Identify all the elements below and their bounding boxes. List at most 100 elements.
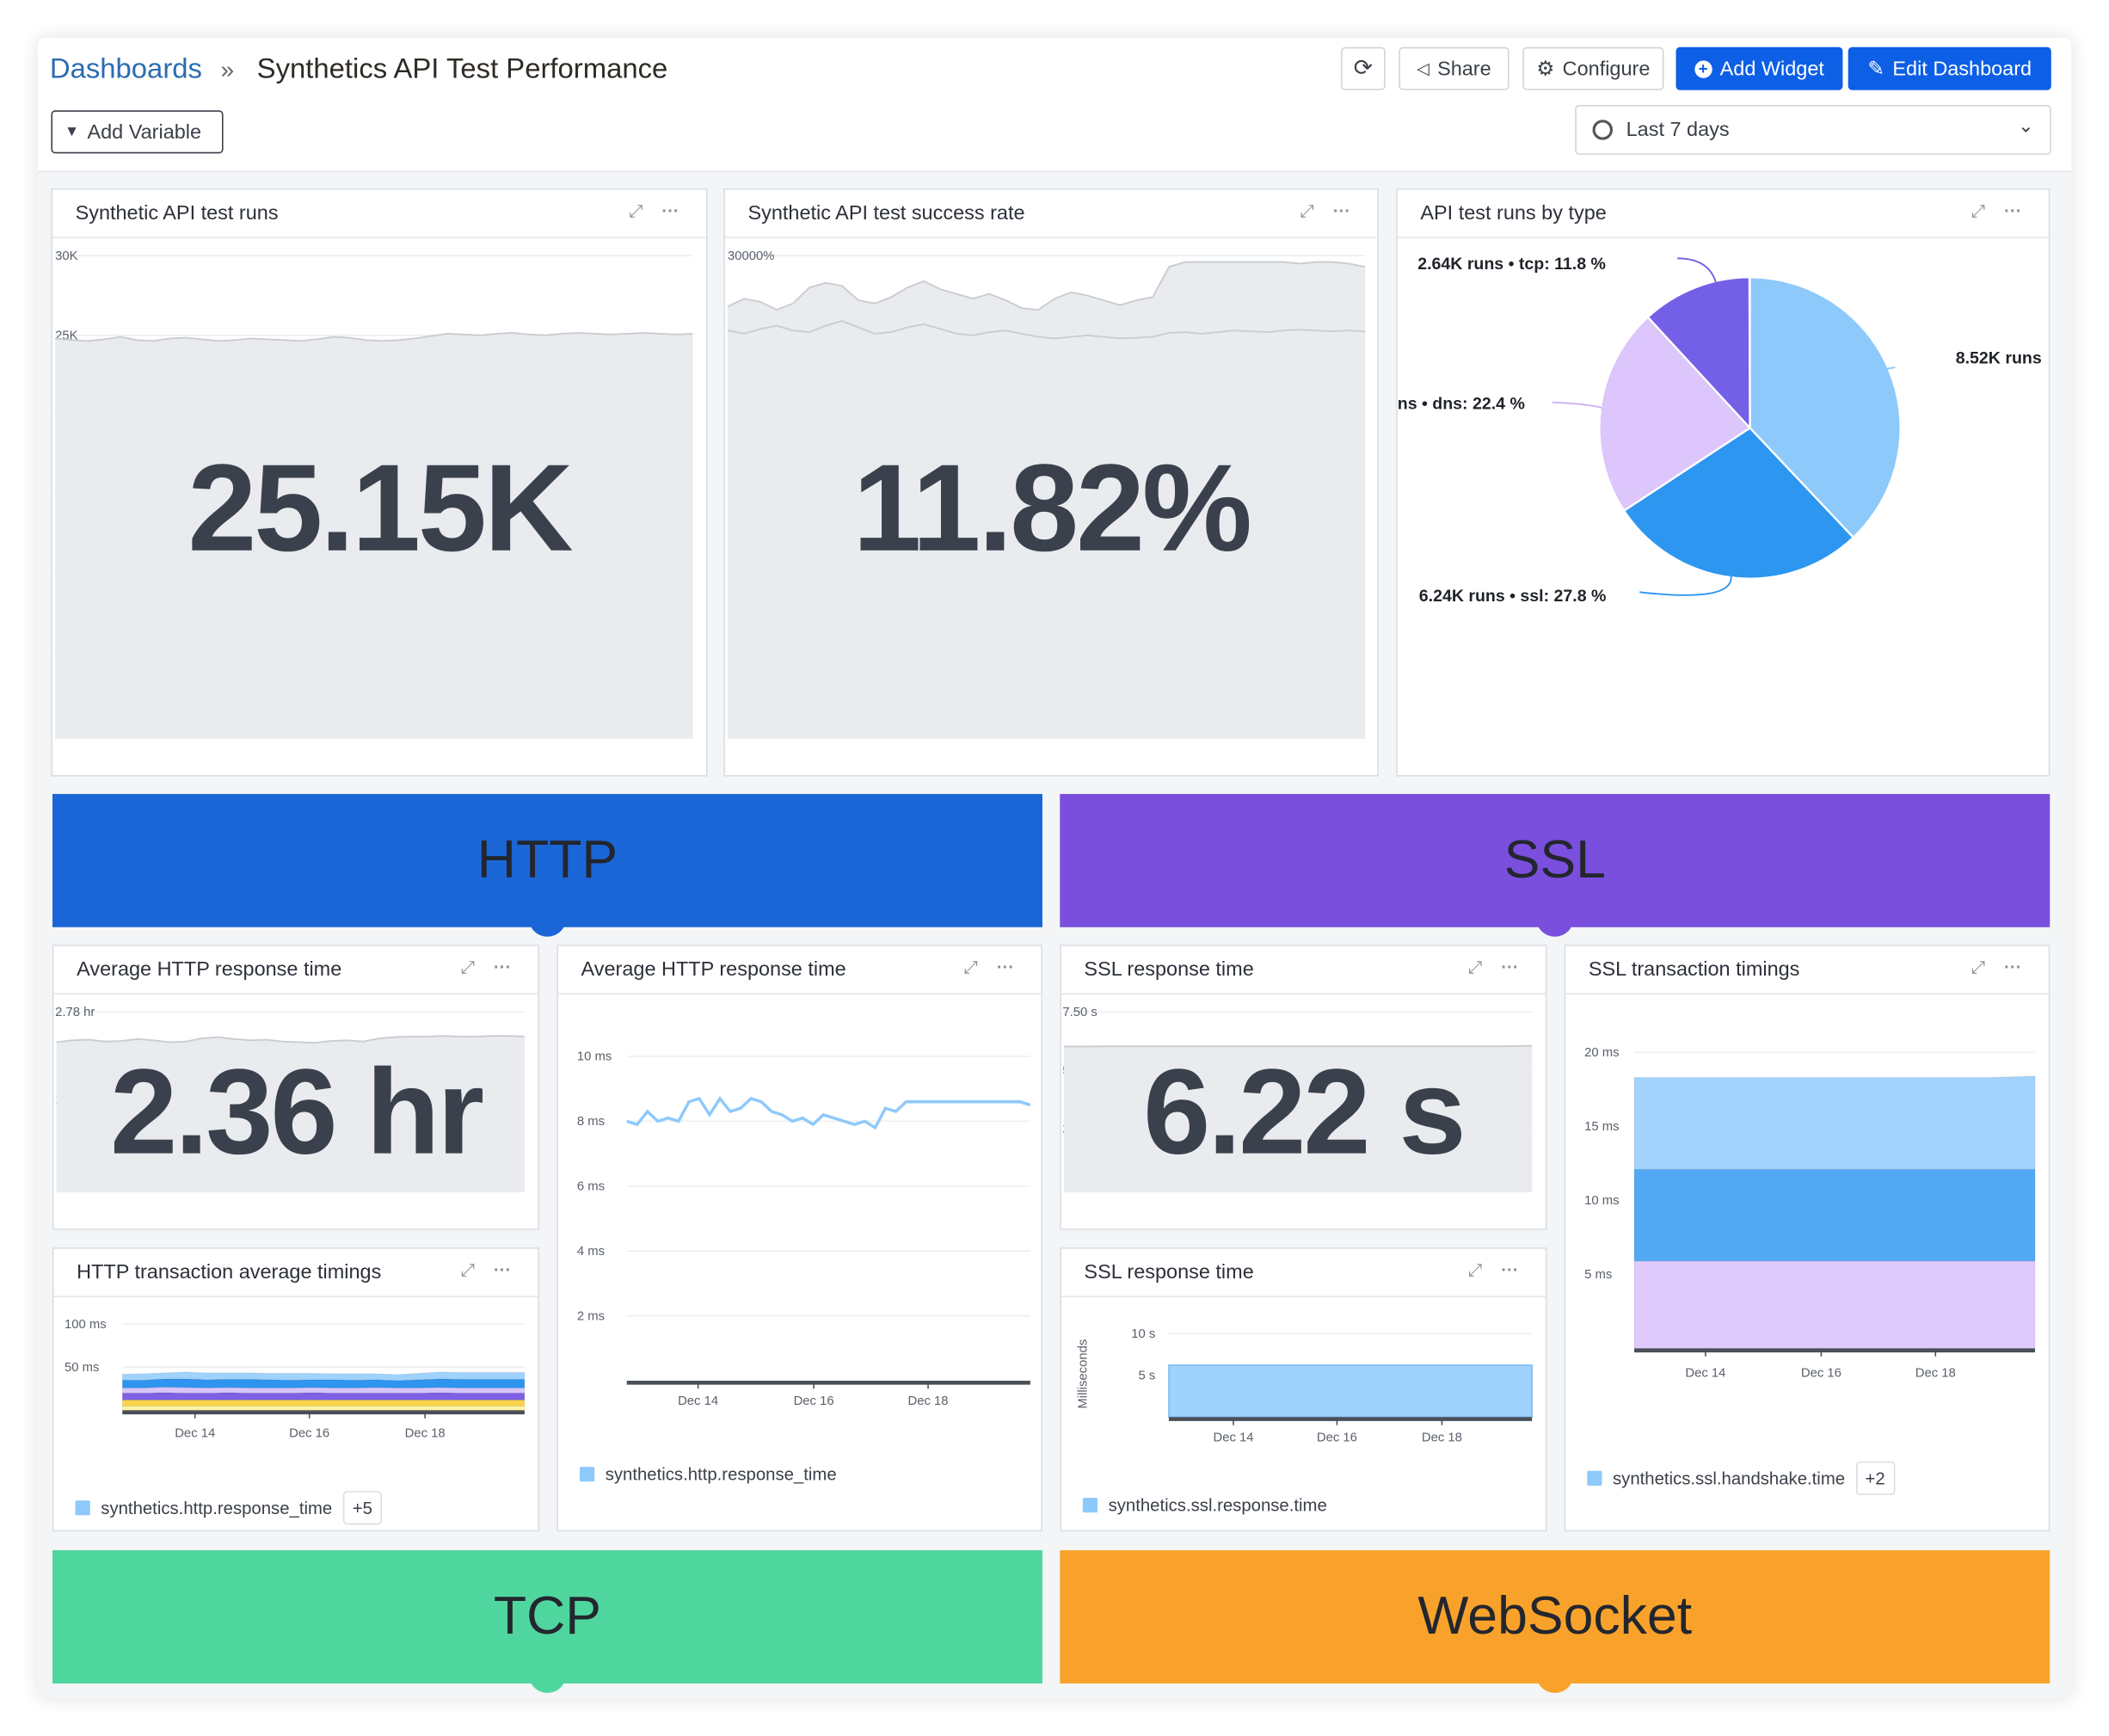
- ellipsis-icon[interactable]: ···: [996, 957, 1015, 977]
- add-variable-button[interactable]: ▼ Add Variable: [51, 110, 224, 154]
- background-line: [56, 1035, 525, 1044]
- widget-body: 10 s 5 s Dec 14 Dec 16 Dec 18 Milliseconds syn…: [1061, 1296, 1546, 1530]
- widget-title: Synthetic API test success rate: [747, 201, 1025, 225]
- widget-actions: ⤢ ···: [1971, 200, 2021, 222]
- legend-swatch: [1082, 1498, 1098, 1513]
- banner-label: SSL: [1503, 830, 1606, 890]
- banner-label: WebSocket: [1417, 1586, 1693, 1647]
- x-tick-label: Dec 14: [678, 1394, 718, 1408]
- widget-actions: ⤢ ···: [461, 957, 511, 978]
- widget-actions: ⤢ ···: [629, 200, 679, 222]
- expand-icon[interactable]: ⤢: [963, 957, 978, 977]
- pie-label-tcp: 2.64K runs • tcp: 11.8 %: [1417, 255, 1606, 274]
- expand-icon[interactable]: ⤢: [1468, 1259, 1483, 1280]
- time-range-value: Last 7 days: [1626, 118, 1730, 142]
- pie-slice-ssl[interactable]: [1622, 426, 1855, 580]
- widget-ssl-bar: SSL response time ⤢ ··· 10 s 5 s Dec 14 Dec …: [1060, 1247, 1547, 1532]
- widget-body: 10 ms 8 ms 6 ms 4 ms 2 ms Dec 14 Dec 16 Dec 18 s…: [558, 993, 1041, 1530]
- widget-success: Synthetic API test success rate ⤢ ··· 300…: [723, 188, 1379, 777]
- chart: 100 ms 50 ms Dec 14 Dec 16 Dec 18: [65, 1318, 526, 1441]
- legend-label[interactable]: synthetics.ssl.handshake.time: [1612, 1468, 1846, 1489]
- ellipsis-icon[interactable]: ···: [1501, 957, 1519, 977]
- x-tick-label: Dec 18: [908, 1394, 949, 1408]
- background-area: [728, 262, 1366, 739]
- banner-label: TCP: [493, 1586, 602, 1647]
- widget-title: Average HTTP response time: [581, 957, 846, 982]
- ellipsis-icon[interactable]: ···: [493, 1259, 512, 1280]
- query-value: 25.15K: [188, 440, 573, 578]
- legend-label[interactable]: synthetics.ssl.response.time: [1108, 1494, 1327, 1516]
- banner-label: HTTP: [477, 830, 618, 890]
- banner-notch: [1535, 1673, 1574, 1693]
- stacked-area: [121, 1405, 526, 1411]
- widget-header: SSL transaction timings ⤢ ···: [1565, 946, 2049, 995]
- pie-slice-dns[interactable]: [1598, 315, 1752, 513]
- y-tick-label: 5 ms: [1584, 1268, 1612, 1282]
- background-area: [55, 332, 693, 739]
- breadcrumb-dashboards[interactable]: Dashboards: [49, 53, 202, 85]
- configure-button[interactable]: ⚙ Configure: [1522, 46, 1664, 90]
- chart: 8.52K runs 6.24K runs • ssl: 27.8 % ns • d…: [1398, 255, 2042, 606]
- widget-actions: ⤢ ···: [964, 957, 1014, 978]
- refresh-button[interactable]: ⟳: [1341, 46, 1386, 90]
- legend: synthetics.ssl.handshake.time +2: [1587, 1461, 1895, 1495]
- add-variable-label: Add Variable: [87, 120, 202, 144]
- background-line: [1063, 1044, 1533, 1048]
- expand-icon[interactable]: ⤢: [1971, 957, 1986, 977]
- ellipsis-icon[interactable]: ···: [1501, 1259, 1519, 1280]
- widget-http-avg-value: Average HTTP response time ⤢ ··· 2.78 hr1…: [52, 945, 540, 1230]
- add-widget-button[interactable]: + Add Widget: [1676, 46, 1843, 90]
- legend-more-button[interactable]: +2: [1855, 1461, 1895, 1495]
- x-tick-label: Dec 18: [1915, 1366, 1956, 1380]
- legend-label[interactable]: synthetics.http.response_time: [101, 1498, 333, 1518]
- chart: 10 ms 8 ms 6 ms 4 ms 2 ms Dec 14 Dec 16 Dec 18: [577, 1050, 1031, 1408]
- ellipsis-icon[interactable]: ···: [1332, 200, 1351, 221]
- legend-swatch: [579, 1467, 595, 1482]
- y-tick-label: 10 ms: [1584, 1194, 1619, 1208]
- legend: synthetics.http.response_time: [579, 1463, 837, 1485]
- legend-swatch: [75, 1500, 90, 1516]
- tcp-section-banner: TCP: [52, 1550, 1042, 1693]
- x-tick-label: Dec 18: [405, 1427, 446, 1441]
- expand-icon[interactable]: ⤢: [629, 200, 643, 221]
- chart: 10 s 5 s Dec 14 Dec 16 Dec 18 Milliseconds: [1077, 1327, 1533, 1444]
- filter-icon: ▼: [65, 123, 80, 140]
- pie-slice-tcp[interactable]: [1646, 276, 1751, 431]
- websocket-section-banner: WebSocket: [1060, 1550, 2051, 1693]
- expand-icon[interactable]: ⤢: [1300, 200, 1314, 221]
- chart: 30K25K20K15K10K5K: [55, 249, 693, 739]
- expand-icon[interactable]: ⤢: [1468, 957, 1483, 977]
- x-tick-label: Dec 14: [175, 1427, 215, 1441]
- breadcrumb-separator: »: [220, 56, 235, 83]
- expand-icon[interactable]: ⤢: [460, 1259, 476, 1280]
- expand-icon[interactable]: ⤢: [1971, 200, 1986, 221]
- query-value: 6.22 s: [1143, 1045, 1466, 1180]
- stacked-area: [121, 1378, 526, 1388]
- widget-body: 20 ms 15 ms 10 ms 5 ms Dec 14 Dec 16 Dec 18 syn…: [1565, 993, 2048, 1530]
- widget-body: 2.78 hr1.39 hr2.36 hr: [54, 993, 538, 1228]
- widget-body: 8.52K runs 6.24K runs • ssl: 27.8 % ns • d…: [1398, 237, 2049, 775]
- ellipsis-icon[interactable]: ···: [493, 957, 512, 977]
- y-tick-label: 30000%: [728, 249, 774, 263]
- edit-dashboard-button[interactable]: ✎ Edit Dashboard: [1848, 46, 2051, 90]
- series-line: [626, 1096, 1031, 1130]
- widget-body: 30000%25000%20000%15000%10000%5000%11.82…: [725, 237, 1377, 775]
- pie-slice-http[interactable]: [1749, 276, 1902, 539]
- time-range-select[interactable]: Last 7 days ⌄: [1575, 105, 2051, 155]
- ellipsis-icon[interactable]: ···: [2004, 200, 2022, 221]
- ellipsis-icon[interactable]: ···: [661, 200, 679, 221]
- expand-icon[interactable]: ⤢: [460, 957, 476, 977]
- widget-header: API test runs by type ⤢ ···: [1397, 190, 2049, 238]
- y-tick-label: 2 ms: [577, 1309, 605, 1323]
- legend: synthetics.http.response_time +5: [75, 1491, 382, 1525]
- y-tick-label: 100 ms: [65, 1318, 107, 1332]
- legend-label[interactable]: synthetics.http.response_time: [605, 1463, 837, 1485]
- y-tick-label: 10 s: [1131, 1327, 1155, 1341]
- gear-icon: ⚙: [1536, 58, 1555, 81]
- stacked-area: [1633, 1075, 2036, 1170]
- query-value: 11.82%: [852, 440, 1251, 578]
- legend-more-button[interactable]: +5: [342, 1491, 382, 1525]
- share-button[interactable]: ◁ Share: [1399, 46, 1510, 90]
- legend: synthetics.ssl.response.time: [1082, 1494, 1327, 1516]
- ellipsis-icon[interactable]: ···: [2004, 957, 2022, 977]
